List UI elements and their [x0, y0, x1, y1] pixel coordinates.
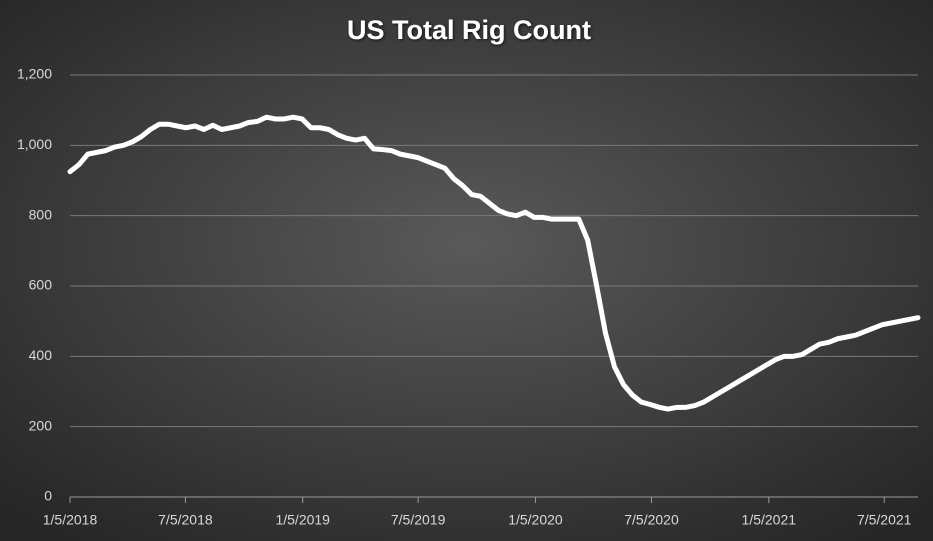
x-tick-label: 7/5/2018	[158, 512, 213, 528]
y-tick-label: 200	[29, 417, 53, 433]
y-tick-label: 0	[44, 488, 52, 504]
x-tick-label: 1/5/2019	[275, 512, 330, 528]
y-tick-label: 400	[29, 347, 53, 363]
y-tick-label: 1,200	[17, 66, 52, 82]
x-tick-label: 1/5/2021	[742, 512, 797, 528]
x-tick-label: 7/5/2020	[624, 512, 679, 528]
x-tick-label: 7/5/2019	[391, 512, 446, 528]
x-tick-label: 1/5/2020	[508, 512, 563, 528]
x-tick-label: 7/5/2021	[857, 512, 912, 528]
y-tick-label: 600	[29, 277, 53, 293]
y-tick-label: 800	[29, 206, 53, 222]
chart-title: US Total Rig Count	[347, 15, 591, 45]
y-tick-label: 1,000	[17, 136, 52, 152]
x-tick-label: 1/5/2018	[43, 512, 98, 528]
data-line	[67, 114, 921, 412]
